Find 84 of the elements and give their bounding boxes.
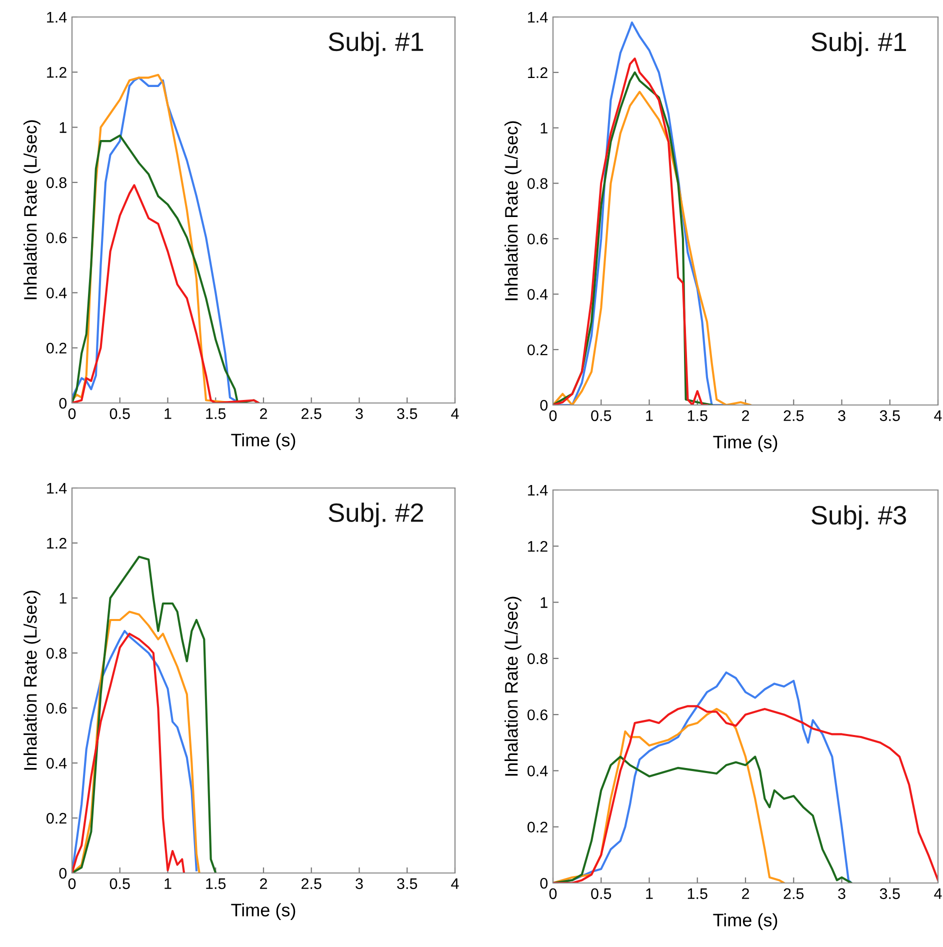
y-tick-label: 1	[60, 593, 66, 604]
x-tick-label: 0.5	[591, 888, 612, 900]
y-tick-label: 0.4	[46, 288, 67, 298]
x-tick-label: 2	[260, 408, 267, 419]
x-tick-label: 2	[742, 410, 749, 421]
x-tick-label: 0.5	[110, 408, 130, 420]
x-tick-label: 3	[838, 888, 846, 900]
y-tick-label: 0.4	[528, 766, 548, 776]
x-tick-label: 3	[356, 878, 363, 890]
y-tick-label: 1.4	[528, 12, 548, 23]
x-tick-label: 2	[742, 888, 749, 899]
x-tick-label: 4	[451, 408, 459, 419]
x-tick-label: 4	[934, 888, 942, 899]
x-tick-label: 0	[68, 878, 76, 890]
y-tick-label: 0.4	[528, 289, 548, 300]
y-tick-label: 0	[540, 400, 548, 411]
y-tick-label: 0.8	[528, 178, 548, 189]
x-tick-label: 3	[838, 410, 846, 422]
x-tick-label: 0.5	[110, 878, 130, 890]
y-tick-label: 1.2	[47, 67, 66, 78]
x-tick-label: 0	[549, 410, 557, 422]
line-series	[553, 756, 852, 883]
y-axis-title: Inhalation Rate (L/sec)	[24, 590, 40, 770]
line-series	[72, 184, 260, 403]
text: Subj. #1	[328, 32, 424, 56]
y-tick-label: 0	[59, 398, 67, 409]
x-tick-label: 1	[646, 888, 653, 899]
y-tick-label: 0.6	[46, 702, 66, 714]
y-tick-label: 0.6	[46, 232, 66, 244]
x-axis-title: Time (s)	[231, 433, 296, 450]
y-tick-label: 1.4	[47, 483, 67, 494]
x-tick-label: 0.5	[591, 410, 612, 422]
x-tick-label: 2.5	[302, 878, 322, 890]
x-tick-label: 2.5	[784, 410, 804, 422]
y-tick-label: 1	[540, 597, 548, 608]
x-tick-label: 0	[549, 888, 557, 900]
x-tick-label: 1	[164, 878, 172, 889]
y-tick-label: 1.4	[47, 12, 67, 23]
text: Subj. #1	[812, 32, 906, 56]
line-series	[553, 90, 752, 405]
text: Subj. #2	[328, 502, 424, 528]
y-tick-label: 1	[60, 122, 66, 133]
x-tick-label: 4	[934, 410, 942, 421]
x-tick-label: 1	[646, 410, 653, 421]
x-tick-label: 1.5	[206, 878, 226, 890]
x-tick-label: 3.5	[397, 408, 418, 420]
x-tick-label: 1.5	[206, 408, 226, 420]
x-axis-title: Time (s)	[713, 913, 778, 930]
y-tick-label: 0.2	[528, 344, 548, 356]
text: Subj. #3	[812, 505, 906, 530]
x-tick-label: 2.5	[302, 408, 322, 420]
y-tick-label: 1	[540, 122, 548, 134]
x-axis-title: Time (s)	[231, 903, 296, 920]
line-series	[72, 556, 217, 873]
x-tick-label: 3	[356, 408, 363, 420]
line-series	[553, 708, 786, 883]
y-tick-label: 0	[59, 868, 67, 879]
y-tick-label: 0.6	[528, 709, 548, 720]
x-tick-label: 0	[68, 408, 76, 420]
y-tick-label: 0.2	[46, 342, 66, 354]
y-tick-label: 1.4	[528, 485, 548, 496]
x-tick-label: 4	[451, 878, 459, 889]
y-tick-label: 1.2	[528, 541, 548, 552]
x-tick-label: 1	[164, 408, 172, 419]
y-tick-label: 1.2	[47, 538, 66, 549]
y-tick-label: 0.6	[528, 234, 548, 244]
y-tick-label: 0.8	[46, 177, 66, 188]
y-tick-label: 0.8	[528, 653, 548, 664]
x-tick-label: 2.5	[784, 888, 804, 900]
x-tick-label: 3.5	[880, 888, 900, 900]
y-tick-label: 0.2	[528, 822, 548, 833]
y-tick-label: 0.8	[46, 648, 66, 659]
y-axis-title: Inhalation Rate (L/sec)	[504, 596, 522, 776]
y-axis-title: Inhalation Rate (L/sec)	[504, 121, 522, 300]
y-tick-label: 1.2	[528, 67, 548, 78]
x-tick-label: 3.5	[397, 878, 418, 890]
x-tick-label: 1.5	[688, 410, 708, 422]
y-axis-title: Inhalation Rate (L/sec)	[24, 120, 40, 300]
x-tick-label: 3.5	[880, 410, 900, 422]
x-tick-label: 1.5	[688, 888, 708, 900]
x-axis-title: Time (s)	[713, 435, 778, 452]
y-tick-label: 0.4	[46, 758, 67, 769]
x-tick-label: 2	[260, 878, 267, 889]
y-tick-label: 0.2	[46, 812, 66, 824]
